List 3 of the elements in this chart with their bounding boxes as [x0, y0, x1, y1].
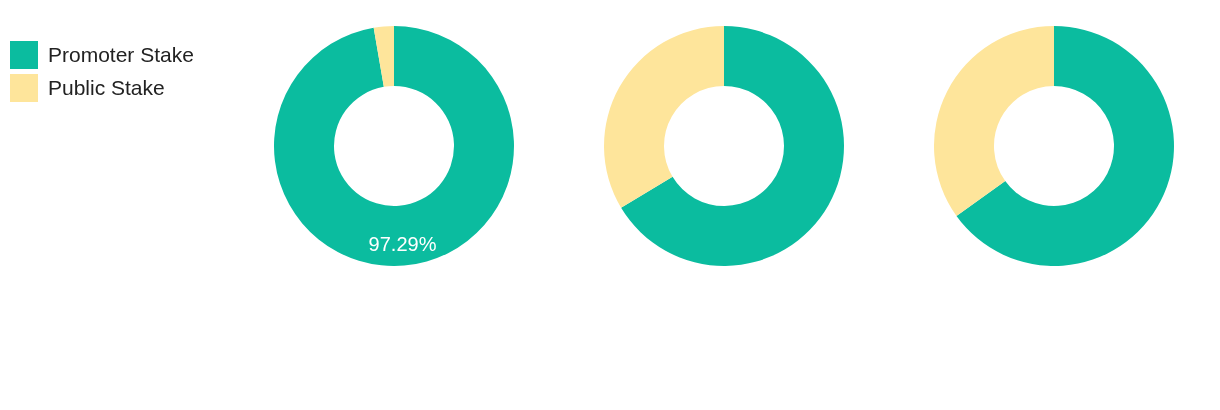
- legend-label: Public Stake: [48, 75, 165, 100]
- data-label: 97.29%: [368, 233, 437, 256]
- legend-label: Promoter Stake: [48, 42, 194, 67]
